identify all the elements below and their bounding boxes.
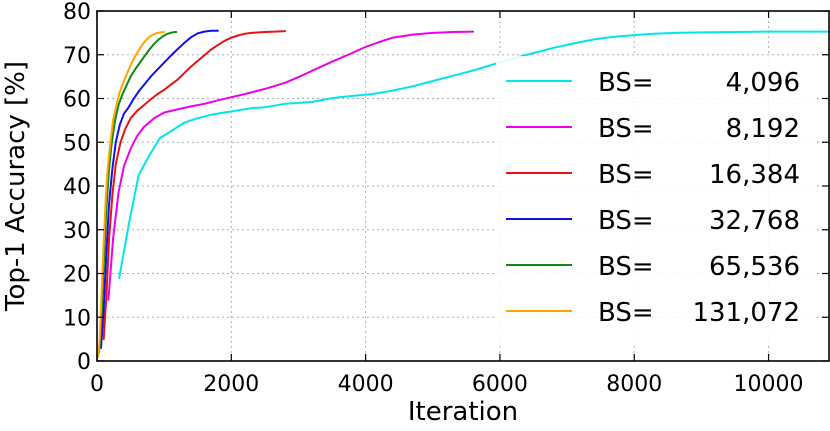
x-axis-title: Iteration: [408, 397, 518, 427]
legend-label-prefix: BS=: [598, 298, 654, 328]
y-tick-label: 10: [63, 306, 91, 331]
legend-label-prefix: BS=: [598, 114, 654, 144]
y-tick-label: 20: [63, 263, 91, 288]
legend-background: [496, 56, 814, 346]
legend-label-prefix: BS=: [598, 252, 654, 282]
series-line-1: [107, 30, 475, 301]
legend-label-prefix: BS=: [598, 68, 654, 98]
legend-label-value: 4,096: [726, 68, 800, 98]
legend-label-value: 8,192: [726, 114, 800, 144]
legend-label-value: 65,536: [709, 252, 800, 282]
y-tick-labels: 0 10 20 30 40 50 60 70 80: [63, 0, 91, 375]
plot-series: [97, 29, 830, 358]
x-tick-label: 10000: [734, 372, 804, 397]
y-tick-label: 0: [77, 350, 91, 375]
series-line-2: [102, 30, 286, 341]
x-tick-label: 6000: [472, 372, 528, 397]
x-tick-label: 2000: [203, 372, 259, 397]
y-axis-title: Top-1 Accuracy [%]: [1, 61, 31, 312]
legend-label-prefix: BS=: [598, 206, 654, 236]
series-line-5: [97, 31, 166, 358]
series-line-0: [118, 30, 830, 279]
legend-label-value: 131,072: [692, 298, 800, 328]
x-tick-labels: 0 2000 4000 6000 8000 10000: [90, 372, 804, 397]
axis-ticks: [96, 10, 829, 362]
y-tick-label: 60: [63, 88, 91, 113]
legend-label-value: 32,768: [709, 206, 800, 236]
legend: BS= 4,096 BS= 8,192 BS= 16,384 BS= 32,768 BS= 65,…: [496, 56, 814, 346]
legend-label-value: 16,384: [709, 160, 800, 190]
x-tick-label: 4000: [338, 372, 394, 397]
x-tick-label: 8000: [606, 372, 662, 397]
x-tick-label: 0: [90, 372, 104, 397]
y-tick-label: 50: [63, 131, 91, 156]
series-line-4: [98, 31, 178, 354]
series-line-3: [100, 29, 219, 349]
y-tick-label: 40: [63, 175, 91, 200]
y-tick-label: 70: [63, 44, 91, 69]
legend-label-prefix: BS=: [598, 160, 654, 190]
y-tick-label: 80: [63, 0, 91, 25]
y-tick-label: 30: [63, 219, 91, 244]
